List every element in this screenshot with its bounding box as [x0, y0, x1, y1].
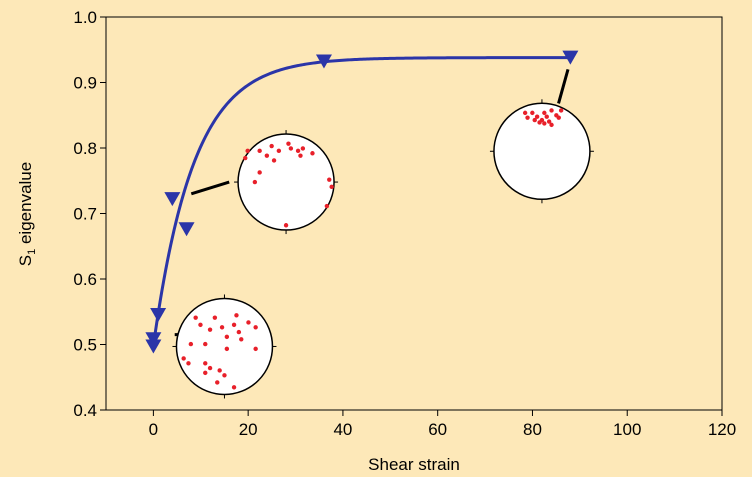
data-point-marker	[178, 222, 195, 237]
stereonet-point	[246, 320, 251, 325]
stereonet-point	[542, 110, 547, 116]
stereonet-point	[269, 143, 274, 149]
stereonet-high-strain	[489, 68, 594, 204]
data-point-marker	[145, 339, 162, 354]
stereonet-point	[257, 148, 262, 154]
stereonet-point	[558, 108, 564, 113]
y-tick-label: 0.8	[73, 139, 97, 158]
stereonet-point	[224, 334, 230, 340]
y-axis-title-rest: eigenvalue	[16, 162, 35, 249]
y-axis-title: S1 eigenvalue	[16, 162, 38, 266]
stereonet-point	[236, 329, 242, 335]
stereonet-point	[546, 119, 552, 124]
stereonet-point	[203, 361, 208, 366]
stereonet-point	[532, 117, 537, 123]
stereonet-mid-strain	[190, 130, 339, 235]
fit-curve-line	[151, 56, 571, 347]
data-point-marker	[315, 54, 332, 69]
stereonet-point	[556, 115, 561, 120]
stereonet-point	[186, 361, 191, 366]
stereonet-point	[271, 158, 277, 163]
stereonet-point	[276, 148, 282, 154]
y-tick-label: 0.4	[73, 401, 97, 420]
stereonet-point	[525, 115, 530, 120]
stereonet-point	[231, 385, 237, 390]
stereonet-point	[257, 170, 262, 175]
stereonet-point	[234, 313, 239, 318]
stereonet-point	[542, 121, 547, 126]
stereonet-circle	[493, 102, 591, 201]
stereonet-point	[243, 155, 248, 161]
x-tick-label: 0	[149, 420, 158, 439]
axes: 0 20 40 60 80 100 120 0.4 0.5 0.6 0.7 0.8 0.9 1.0	[73, 8, 736, 439]
data-point-marker	[150, 308, 167, 323]
stereonet-point	[324, 203, 330, 209]
stereonet-point	[231, 322, 237, 328]
data-point-marker	[164, 192, 181, 207]
stereonet-point	[549, 122, 554, 128]
stereonet-point	[288, 146, 294, 151]
stereonet-point	[522, 110, 528, 116]
stereonet-point	[530, 110, 535, 116]
x-tick-label: 20	[239, 420, 258, 439]
x-axis-title: Shear strain	[368, 455, 460, 474]
stereonet-circle	[175, 297, 274, 396]
stereonet-point	[239, 337, 244, 342]
stereonet-point	[203, 341, 208, 347]
stereonet-circle	[237, 133, 335, 231]
leader-line	[190, 180, 230, 196]
stereonet-point	[544, 114, 549, 119]
stereonet-point	[537, 120, 542, 125]
y-axis-title-subscript: 1	[26, 249, 38, 255]
stereonet-point	[300, 146, 306, 151]
y-tick-label: 1.0	[73, 8, 97, 27]
stereonet-point	[253, 325, 258, 330]
stereonet-point	[224, 346, 230, 352]
stereonet-point	[298, 153, 303, 158]
leader-line	[557, 68, 570, 104]
stereonet-point	[203, 370, 208, 376]
stereonet-point	[534, 114, 540, 119]
y-tick-label: 0.5	[73, 336, 97, 355]
data-point-marker	[145, 332, 162, 347]
stereonet-point	[329, 184, 334, 190]
stereonets	[172, 68, 594, 399]
stereonet-point	[193, 315, 198, 320]
x-tick-label: 40	[333, 420, 352, 439]
stereonet-point	[215, 380, 220, 385]
stereonet-point	[295, 148, 301, 154]
stereonet-point	[198, 322, 203, 328]
stereonet-point	[212, 315, 218, 320]
x-tick-label: 120	[708, 420, 736, 439]
x-tick-label: 80	[523, 420, 542, 439]
stereonet-point	[217, 368, 222, 373]
stereonet-point	[188, 341, 194, 347]
stereonet-point	[245, 148, 250, 154]
stereonet-point	[327, 177, 332, 182]
stereonet-point	[310, 151, 315, 156]
stereonet-low-strain	[172, 294, 277, 399]
stereonet-point	[181, 356, 186, 361]
y-axis-title-main: S	[16, 255, 35, 266]
y-tick-label: 0.6	[73, 270, 97, 289]
stereonet-point	[549, 108, 554, 113]
y-tick-label: 0.9	[73, 74, 97, 93]
stereonet-point	[286, 141, 291, 146]
stereonet-point	[222, 373, 227, 378]
data-point-marker	[562, 50, 579, 65]
x-tick-label: 100	[613, 420, 641, 439]
stereonet-point	[207, 365, 213, 371]
stereonet-point	[264, 153, 270, 158]
stereonet-point	[283, 223, 289, 228]
stereonet-point	[252, 179, 258, 185]
x-tick-label: 60	[428, 420, 447, 439]
stereonet-point	[219, 325, 225, 330]
series	[145, 50, 579, 354]
y-tick-label: 0.7	[73, 205, 97, 224]
stereonet-point	[253, 346, 258, 352]
stereonet-point	[207, 327, 213, 332]
